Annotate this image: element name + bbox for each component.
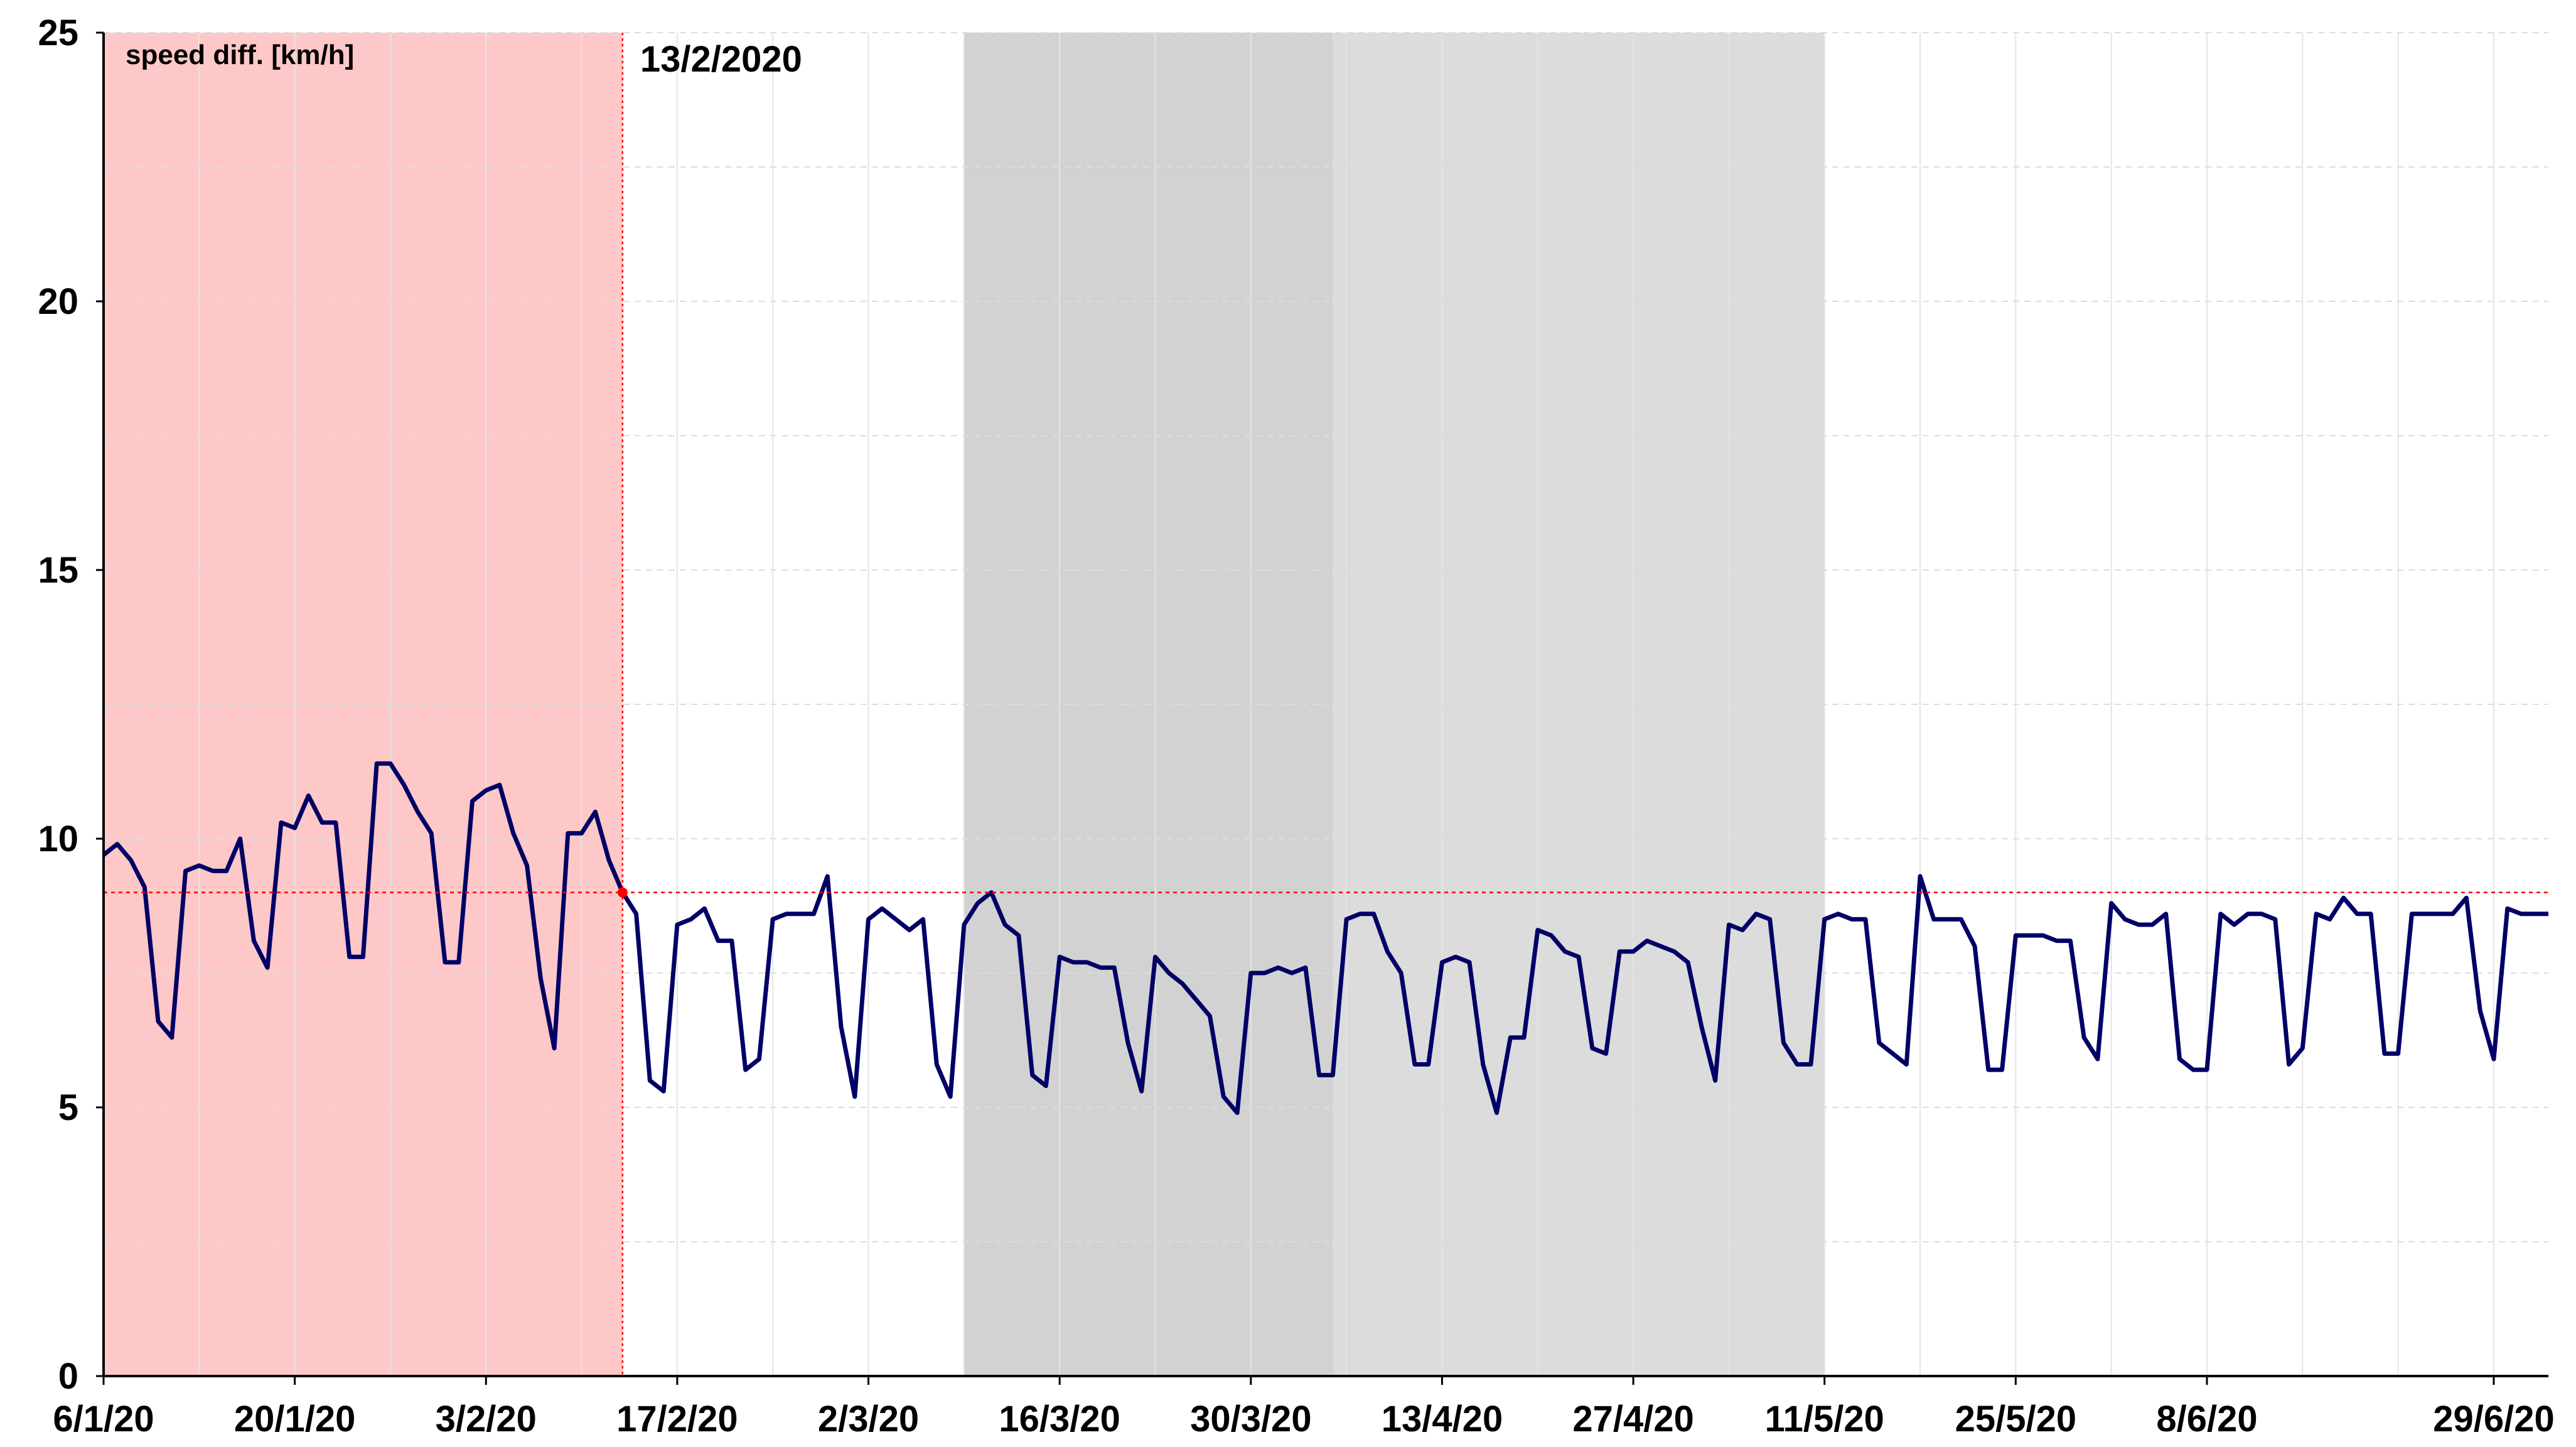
y-tick-label: 20 xyxy=(38,281,78,322)
y-tick-label: 0 xyxy=(58,1356,78,1397)
date-annotation-label: 13/2/2020 xyxy=(640,39,802,80)
x-tick-label: 11/5/20 xyxy=(1765,1399,1884,1439)
y-tick-label: 25 xyxy=(38,13,78,53)
x-tick-label: 16/3/20 xyxy=(999,1399,1120,1439)
y-axis-label: speed diff. [km/h] xyxy=(126,40,354,70)
x-tick-label: 27/4/20 xyxy=(1572,1399,1694,1439)
y-tick-label: 15 xyxy=(38,550,78,591)
x-tick-label: 13/4/20 xyxy=(1382,1399,1503,1439)
series-line-highlight xyxy=(102,761,2548,1116)
x-tick-label: 30/3/20 xyxy=(1190,1399,1312,1439)
y-tick-label: 10 xyxy=(38,819,78,859)
x-tick-label: 25/5/20 xyxy=(1955,1399,2077,1439)
highlight-point xyxy=(617,887,628,898)
x-tick-label: 20/1/20 xyxy=(234,1399,356,1439)
x-tick-label: 3/2/20 xyxy=(436,1399,537,1439)
x-tick-label: 17/2/20 xyxy=(616,1399,738,1439)
x-tick-label: 8/6/20 xyxy=(2156,1399,2257,1439)
y-tick-label: 5 xyxy=(58,1087,78,1128)
x-tick-label: 6/1/20 xyxy=(53,1399,154,1439)
x-tick-label: 2/3/20 xyxy=(818,1399,919,1439)
x-tick-label: 29/6/20 xyxy=(2433,1399,2555,1439)
